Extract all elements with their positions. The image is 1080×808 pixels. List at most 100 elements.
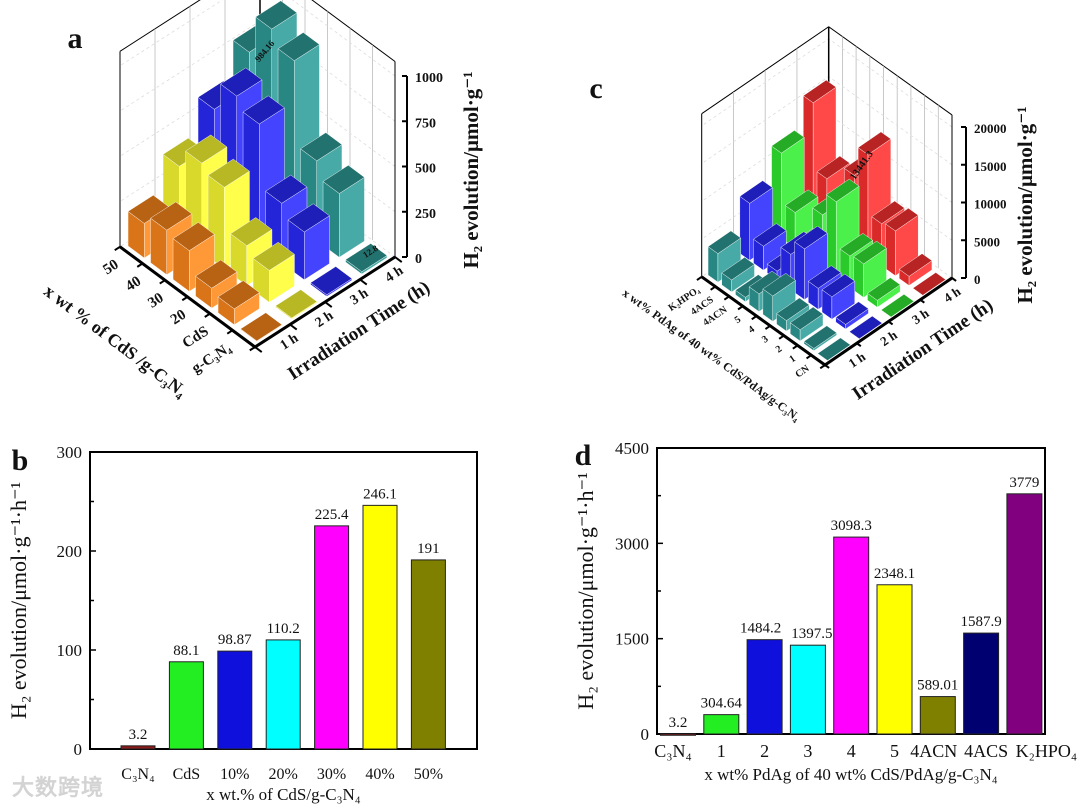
x-tick-label: C₃N₄	[654, 741, 692, 761]
bar-4	[833, 536, 870, 735]
bar-value-label: 3.2	[129, 727, 148, 743]
bar-top-face	[310, 266, 353, 296]
y-axis-title: H₂ evolution/μmol·g⁻¹·h⁻¹	[573, 472, 598, 709]
bar-value-label: 2348.1	[874, 566, 915, 582]
x-tick-label: CdS	[180, 323, 212, 351]
bar-top-face	[857, 131, 892, 155]
y-tick	[289, 323, 298, 331]
bar-value-label: 110.2	[267, 621, 300, 637]
panel-letter: a	[68, 22, 83, 55]
bar-top-face	[753, 223, 787, 247]
bar-CdS-2 h	[252, 241, 295, 303]
y-tick-label: 0	[74, 740, 83, 759]
bar-top-face	[322, 165, 365, 194]
bar-value-label: 191	[417, 541, 440, 557]
bar-top-face	[771, 130, 805, 154]
bar-g-C₃N₄-2 h	[275, 289, 318, 320]
y-tick-label: 0	[641, 725, 650, 744]
bar-3	[265, 639, 301, 750]
y-tick	[324, 301, 333, 308]
bar-side-face	[794, 241, 805, 301]
bar-value-label: 1397.5	[791, 626, 832, 642]
bar-value-label: 1484.2	[740, 621, 781, 637]
bar-top-face	[300, 132, 343, 162]
bar-1-2 h	[835, 301, 869, 330]
x-tick	[204, 312, 211, 318]
bar-top-face	[853, 240, 887, 265]
bar-value-label: 246.1	[363, 486, 397, 502]
bar-top-face	[784, 189, 819, 213]
bar-top-face	[885, 207, 919, 232]
y-tick	[887, 320, 894, 326]
bar-top-face	[287, 203, 330, 233]
bar-8	[1006, 493, 1043, 735]
bar-7	[963, 632, 1000, 735]
bar-side-face	[885, 223, 896, 277]
bar-top-face	[195, 259, 238, 289]
bar-4ACS-1 h	[721, 257, 755, 293]
bar-top-face	[172, 222, 215, 251]
x-tick-label: 50%	[414, 766, 443, 783]
y-tick	[951, 277, 957, 282]
z-tick-label: 20000	[974, 121, 1007, 136]
bar-top-face	[789, 306, 824, 331]
x-tick-label: 5	[890, 741, 899, 761]
x-tick-label: 40%	[365, 766, 394, 783]
bar-0	[120, 745, 156, 750]
bar-1-1 h	[803, 325, 838, 352]
bar-top-face	[762, 273, 796, 297]
bar-top-face	[817, 337, 851, 361]
bar-top-face	[255, 0, 298, 30]
bar-top-face	[739, 180, 773, 204]
x-axis-title: x wt.% of CdS/g-C₃N₄	[206, 785, 361, 804]
x-tick	[181, 296, 189, 302]
z-tick-label: 0	[974, 272, 981, 287]
y-tick	[359, 278, 368, 286]
bar-top-face	[835, 301, 869, 325]
x-tick-label: K₂HPO₄	[1016, 741, 1078, 761]
x-tick-label: 2	[760, 741, 769, 761]
bar-top-face	[185, 134, 228, 164]
bar-top-face	[240, 312, 283, 342]
bar-value-label: 3098.3	[831, 518, 872, 534]
x-tick	[710, 285, 716, 291]
y-tick-label: 3 h	[909, 305, 932, 327]
x-axis-title: x wt % of CdS /g-C₃N₄	[40, 281, 191, 402]
x-tick-label: 50	[100, 257, 121, 279]
bar-top-face	[816, 155, 851, 180]
y-tick-label: 3000	[615, 534, 649, 553]
z-tick-label: 500	[415, 162, 436, 177]
bar-1-3 h	[867, 277, 901, 308]
x-tick	[819, 364, 826, 370]
bar-side-face	[739, 195, 750, 261]
bar-top-face	[275, 289, 318, 319]
bar-top-face	[707, 230, 742, 254]
bar-top-face	[807, 265, 842, 289]
bar-1-4 h	[898, 253, 933, 286]
x-tick-label: 30%	[317, 766, 346, 783]
y-tick	[394, 256, 403, 263]
bar-top-face	[277, 32, 320, 61]
y-tick	[824, 364, 830, 369]
x-tick-label: 4	[746, 324, 756, 336]
bar-top-face	[150, 201, 193, 231]
bar-top-face	[867, 277, 901, 301]
y-tick-label: 4500	[615, 439, 649, 458]
grid-line	[119, 0, 396, 77]
x-tick-label: 4	[847, 741, 856, 761]
bar-2	[217, 650, 253, 750]
y-tick-label: 100	[57, 641, 83, 660]
bar-CN-4 h	[912, 272, 946, 296]
y-tick-label: 2 h	[313, 308, 337, 331]
y-tick-label: 1 h	[846, 348, 869, 370]
bar-value-label: 225.4	[315, 507, 349, 523]
x-tick-label: 20%	[269, 766, 298, 783]
x-tick	[778, 334, 785, 340]
bar-1	[703, 714, 740, 735]
x-tick	[737, 305, 744, 311]
bar-5	[362, 504, 398, 750]
y-tick	[856, 342, 862, 348]
bar-5	[876, 584, 913, 735]
z-tick-label: 250	[415, 207, 436, 222]
x-tick	[723, 295, 730, 301]
